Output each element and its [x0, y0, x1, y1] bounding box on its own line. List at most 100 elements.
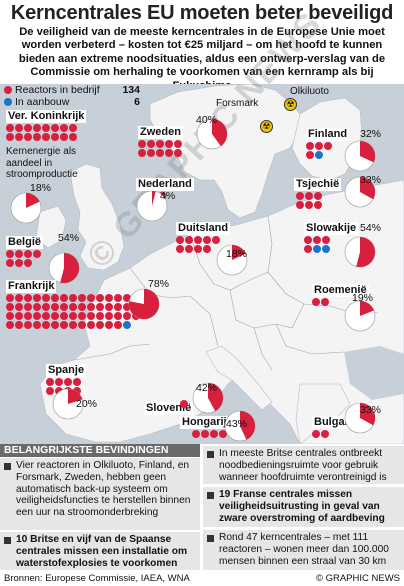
reactor-operating-dot	[33, 303, 41, 311]
share-note: Kernenergie als aandeel in stroomproduct…	[6, 146, 96, 181]
share-pct-uk: 18%	[30, 182, 51, 194]
reactor-operating-dot	[6, 133, 14, 141]
share-pie-fi	[344, 140, 376, 172]
reactor-operating-dot	[313, 236, 321, 244]
reactor-operating-dot	[87, 312, 95, 320]
reactor-operating-dot	[105, 294, 113, 302]
share-pct-cz: 33%	[360, 174, 381, 186]
share-pie-sk	[344, 236, 376, 268]
footer: Bronnen: Europese Commissie, IAEA, WNA ©…	[0, 572, 404, 586]
reactor-operating-dot	[42, 294, 50, 302]
reactor-operating-dot	[24, 133, 32, 141]
reactor-operating-dot	[6, 294, 14, 302]
country-label-cz: Tsjechië	[294, 178, 341, 191]
reactor-operating-dot	[212, 236, 220, 244]
share-pct-sk: 54%	[360, 222, 381, 234]
reactor-operating-dot	[6, 312, 14, 320]
reactor-operating-dot	[15, 250, 23, 258]
reactor-operating-dot	[15, 124, 23, 132]
reactor-dots-de	[176, 236, 220, 253]
bullet-square-icon	[207, 492, 214, 499]
reactor-operating-dot	[78, 303, 86, 311]
reactor-operating-dot	[105, 312, 113, 320]
reactor-operating-dot	[15, 259, 23, 267]
reactor-operating-dot	[87, 321, 95, 329]
bullet-square-icon	[207, 451, 214, 458]
finding-3: In meeste Britse centrales ontbreekt noo…	[203, 446, 404, 484]
reactor-operating-dot	[6, 250, 14, 258]
reactor-operating-dot	[33, 250, 41, 258]
reactor-dots-fr	[6, 294, 140, 329]
reactor-building-dot	[322, 245, 330, 253]
reactor-operating-dot	[69, 321, 77, 329]
reactor-operating-dot	[15, 133, 23, 141]
reactor-operating-dot	[324, 142, 332, 150]
finding-5: Rond 47 kerncentrales – met 111 reactore…	[203, 530, 404, 570]
reactor-operating-dot	[114, 303, 122, 311]
share-pie-fr	[128, 288, 160, 320]
reactor-operating-dot	[33, 133, 41, 141]
finding-5-text: Rond 47 kerncentrales – met 111 reactore…	[219, 532, 389, 567]
reactor-operating-dot	[24, 124, 32, 132]
site-olkiluoto: Olkiluoto	[290, 86, 329, 97]
intro-text: De veiligheid van de meeste kerncentrale…	[6, 26, 398, 93]
reactor-operating-dot	[165, 149, 173, 157]
reactor-operating-dot	[33, 312, 41, 320]
country-label-de: Duitsland	[176, 222, 230, 235]
reactor-operating-dot	[78, 312, 86, 320]
reactor-operating-dot	[314, 192, 322, 200]
country-label-es: Spanje	[46, 364, 86, 377]
reactor-dots-sk	[304, 236, 330, 253]
reactor-operating-dot	[156, 149, 164, 157]
reactor-operating-dot	[24, 321, 32, 329]
reactor-dots-fi	[306, 142, 332, 159]
legend-building-label: In aanbouw	[15, 96, 134, 108]
reactor-operating-dot	[78, 294, 86, 302]
reactor-operating-dot	[114, 321, 122, 329]
reactor-dots-hu	[192, 430, 227, 438]
finding-4-text: 19 Franse centrales missen veiligheidsui…	[219, 489, 385, 524]
share-pct-nl: 4%	[160, 190, 175, 202]
reactor-operating-dot	[315, 142, 323, 150]
reactor-operating-dot	[51, 124, 59, 132]
reactor-operating-dot	[42, 124, 50, 132]
reactor-operating-dot	[69, 303, 77, 311]
reactor-operating-dot	[51, 303, 59, 311]
reactor-operating-dot	[96, 303, 104, 311]
reactor-operating-dot	[306, 151, 314, 159]
reactor-operating-dot	[73, 378, 81, 386]
bullet-square-icon	[4, 463, 11, 470]
reactor-operating-dot	[105, 321, 113, 329]
reactor-operating-dot	[33, 294, 41, 302]
reactor-operating-dot	[304, 236, 312, 244]
reactor-operating-dot	[51, 312, 59, 320]
reactor-operating-dot	[42, 321, 50, 329]
reactor-operating-dot	[60, 124, 68, 132]
reactor-operating-dot	[64, 378, 72, 386]
reactor-operating-dot	[194, 236, 202, 244]
reactor-operating-dot	[33, 321, 41, 329]
reactor-operating-dot	[15, 321, 23, 329]
reactor-operating-dot	[210, 430, 218, 438]
country-label-sk: Slowakije	[304, 222, 358, 235]
finding-2-text: 10 Britse en vijf van de Spaanse central…	[16, 534, 187, 569]
reactor-operating-dot	[321, 430, 329, 438]
reactor-operating-dot	[78, 321, 86, 329]
share-pct-fi: 32%	[360, 128, 381, 140]
reactor-dots-bg	[312, 430, 329, 438]
reactor-operating-dot	[185, 236, 193, 244]
reactor-operating-dot	[46, 378, 54, 386]
footer-credit: © GRAPHIC NEWS	[316, 572, 400, 586]
finding-1: Vier reactoren in Olkiluoto, Finland, en…	[0, 458, 200, 530]
reactor-dots-uk	[6, 124, 77, 141]
reactor-operating-dot	[185, 245, 193, 253]
finding-1-text: Vier reactoren in Olkiluoto, Finland, en…	[16, 460, 190, 518]
reactor-operating-dot	[51, 321, 59, 329]
reactor-operating-dot	[296, 201, 304, 209]
reactor-operating-dot	[105, 303, 113, 311]
reactor-operating-dot	[156, 140, 164, 148]
reactor-operating-dot	[165, 140, 173, 148]
legend-operating-count: 134	[122, 84, 140, 96]
reactor-operating-dot	[304, 245, 312, 253]
reactor-operating-dot	[174, 149, 182, 157]
